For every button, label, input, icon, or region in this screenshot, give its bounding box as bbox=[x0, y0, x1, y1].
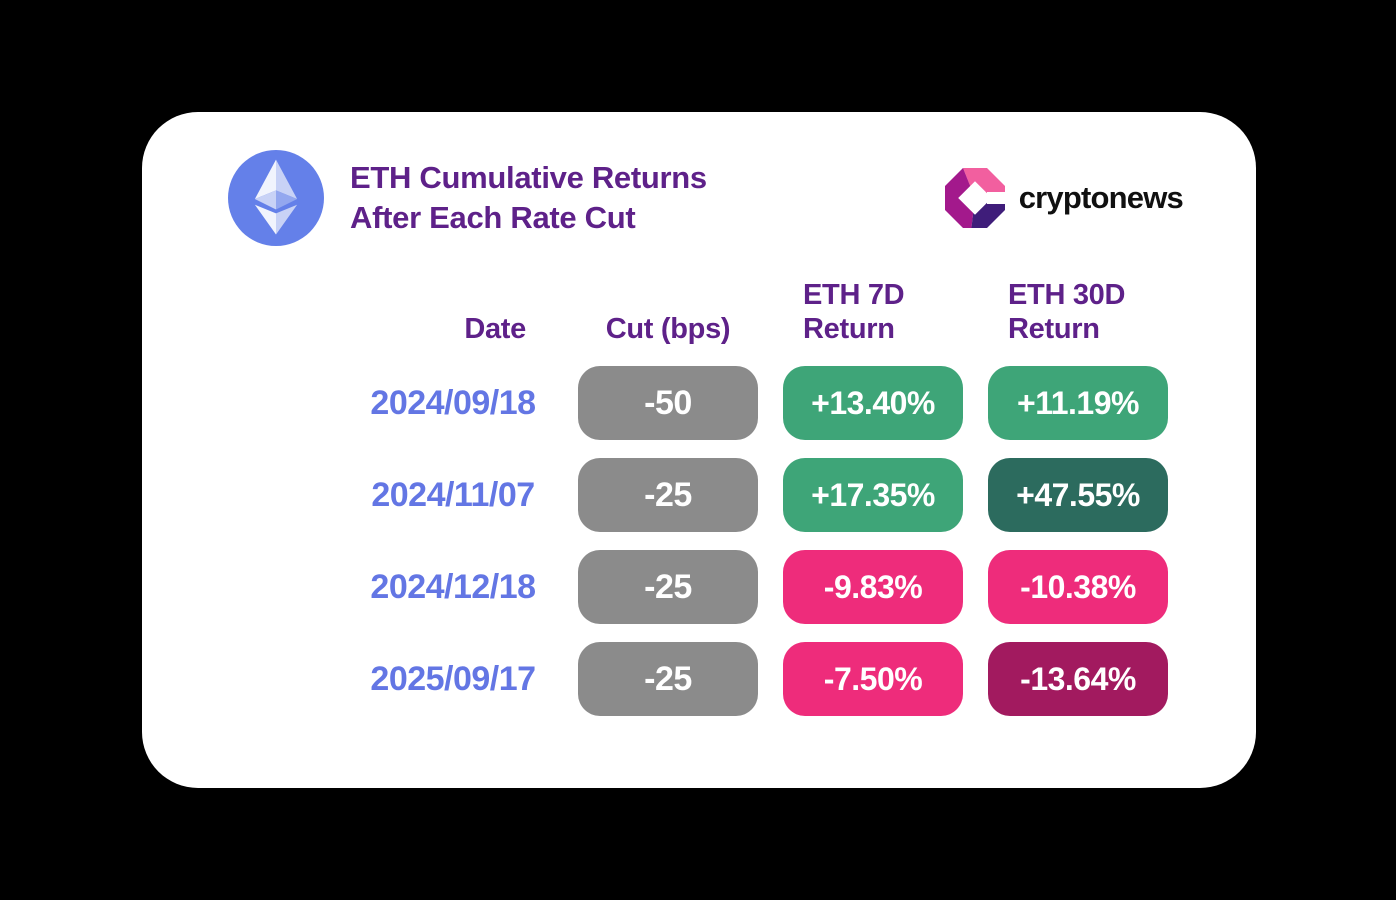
column-header-date: Date bbox=[464, 313, 526, 345]
eth-30d-return-pill: +11.19% bbox=[988, 366, 1168, 440]
card-header: ETH Cumulative Returns After Each Rate C… bbox=[228, 150, 1184, 246]
cut-bps-pill: -25 bbox=[578, 458, 758, 532]
column-header-cut: Cut (bps) bbox=[605, 313, 731, 345]
eth-30d-return-pill: +47.55% bbox=[988, 458, 1168, 532]
eth-7d-return-pill: -7.50% bbox=[783, 642, 963, 716]
cryptonews-logo: cryptonews bbox=[943, 168, 1184, 228]
eth-30d-return-pill: -13.64% bbox=[988, 642, 1168, 716]
title-line-1: ETH Cumulative Returns bbox=[350, 160, 707, 195]
cut-bps-pill: -25 bbox=[578, 642, 758, 716]
cryptonews-wordmark: cryptonews bbox=[1018, 180, 1184, 215]
title-line-2: After Each Rate Cut bbox=[350, 200, 636, 235]
returns-table: Date Cut (bps) ETH 7D Return ETH 30D Ret… bbox=[353, 278, 1183, 716]
date-cell: 2025/09/17 bbox=[370, 659, 536, 698]
eth-7d-return-pill: +17.35% bbox=[783, 458, 963, 532]
infographic-card: ETH Cumulative Returns After Each Rate C… bbox=[142, 112, 1256, 788]
page-title: ETH Cumulative Returns After Each Rate C… bbox=[350, 158, 707, 238]
cryptonews-mark-icon bbox=[944, 168, 1005, 228]
cut-bps-pill: -25 bbox=[578, 550, 758, 624]
eth-7d-return-pill: -9.83% bbox=[783, 550, 963, 624]
ethereum-logo-icon bbox=[228, 150, 324, 246]
column-header-eth-7d-return: ETH 7D Return bbox=[803, 279, 905, 345]
eth-7d-return-pill: +13.40% bbox=[783, 366, 963, 440]
date-cell: 2024/11/07 bbox=[371, 475, 535, 514]
eth-30d-return-pill: -10.38% bbox=[988, 550, 1168, 624]
date-cell: 2024/12/18 bbox=[370, 567, 536, 606]
cut-bps-pill: -50 bbox=[578, 366, 758, 440]
date-cell: 2024/09/18 bbox=[370, 383, 536, 422]
column-header-eth-30d-return: ETH 30D Return bbox=[1008, 279, 1126, 345]
